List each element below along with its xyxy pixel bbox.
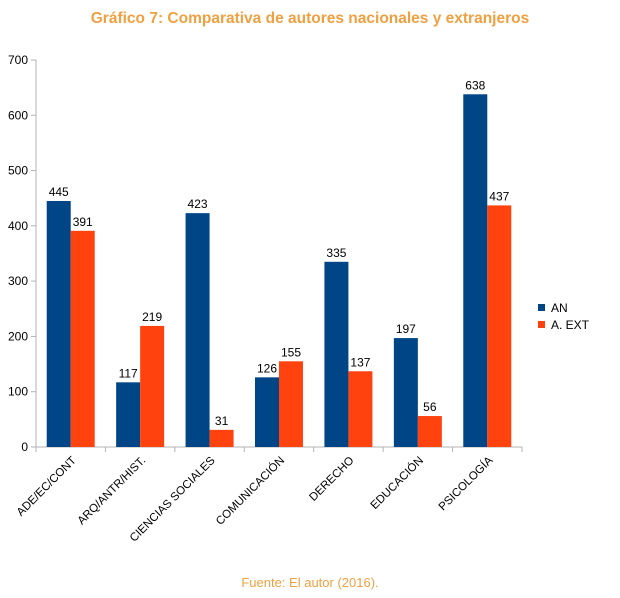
bar-a-ext (140, 325, 165, 447)
bar-a-ext (279, 361, 303, 447)
y-tick-label: 0 (21, 440, 28, 454)
y-tick-label: 700 (8, 53, 28, 67)
bar-an (116, 382, 141, 447)
legend: AN A. EXT (538, 299, 589, 333)
y-tick-label: 500 (8, 164, 28, 178)
data-label: 137 (350, 355, 370, 369)
bar-a-ext (487, 205, 512, 447)
data-label: 56 (423, 400, 437, 414)
y-tick-label: 600 (8, 108, 28, 122)
legend-item-an: AN (538, 299, 589, 316)
data-label: 638 (465, 78, 485, 92)
legend-swatch-an (538, 304, 545, 311)
legend-label-a-ext: A. EXT (551, 317, 590, 332)
bar-a-ext (417, 416, 442, 447)
bar-a-ext (348, 371, 373, 447)
legend-item-a-ext: A. EXT (538, 316, 589, 333)
bar-a-ext (70, 230, 95, 447)
bar-an (46, 200, 71, 447)
data-label: 445 (49, 185, 69, 199)
bar-an (185, 213, 210, 447)
y-tick-label: 300 (8, 274, 28, 288)
data-label: 335 (326, 246, 346, 260)
y-tick-label: 400 (8, 219, 28, 233)
data-label: 117 (119, 366, 138, 380)
bar-an (393, 338, 418, 447)
data-label: 155 (281, 345, 301, 359)
data-label: 126 (257, 361, 277, 375)
x-tick-label: DERECHO (307, 455, 356, 504)
data-label: 197 (396, 322, 416, 336)
bar-a-ext (209, 429, 234, 447)
data-label: 437 (489, 189, 509, 203)
y-tick-label: 200 (8, 329, 28, 343)
x-tick-label: ARQ/ANTR/HIST. (76, 455, 149, 528)
legend-label-an: AN (551, 300, 568, 315)
bar-an (255, 377, 279, 447)
bar-an (324, 261, 349, 447)
legend-swatch-a-ext (538, 321, 545, 328)
data-label: 423 (188, 197, 208, 211)
x-tick-label: COMUNICACIÓN (213, 454, 287, 528)
x-tick-label: ADE/EC/CONT (15, 455, 79, 519)
chart-title: Gráfico 7: Comparativa de autores nacion… (90, 10, 530, 27)
y-tick-label: 100 (8, 385, 28, 399)
data-label: 219 (142, 310, 162, 324)
data-label: 391 (73, 215, 93, 229)
source-caption: Fuente: El autor (2016). (241, 575, 379, 590)
x-tick-label: EDUCACIÓN (368, 454, 426, 512)
bar-an (463, 94, 488, 447)
data-label: 31 (215, 414, 229, 428)
x-tick-label: PSICOLOGÍA (436, 454, 496, 514)
